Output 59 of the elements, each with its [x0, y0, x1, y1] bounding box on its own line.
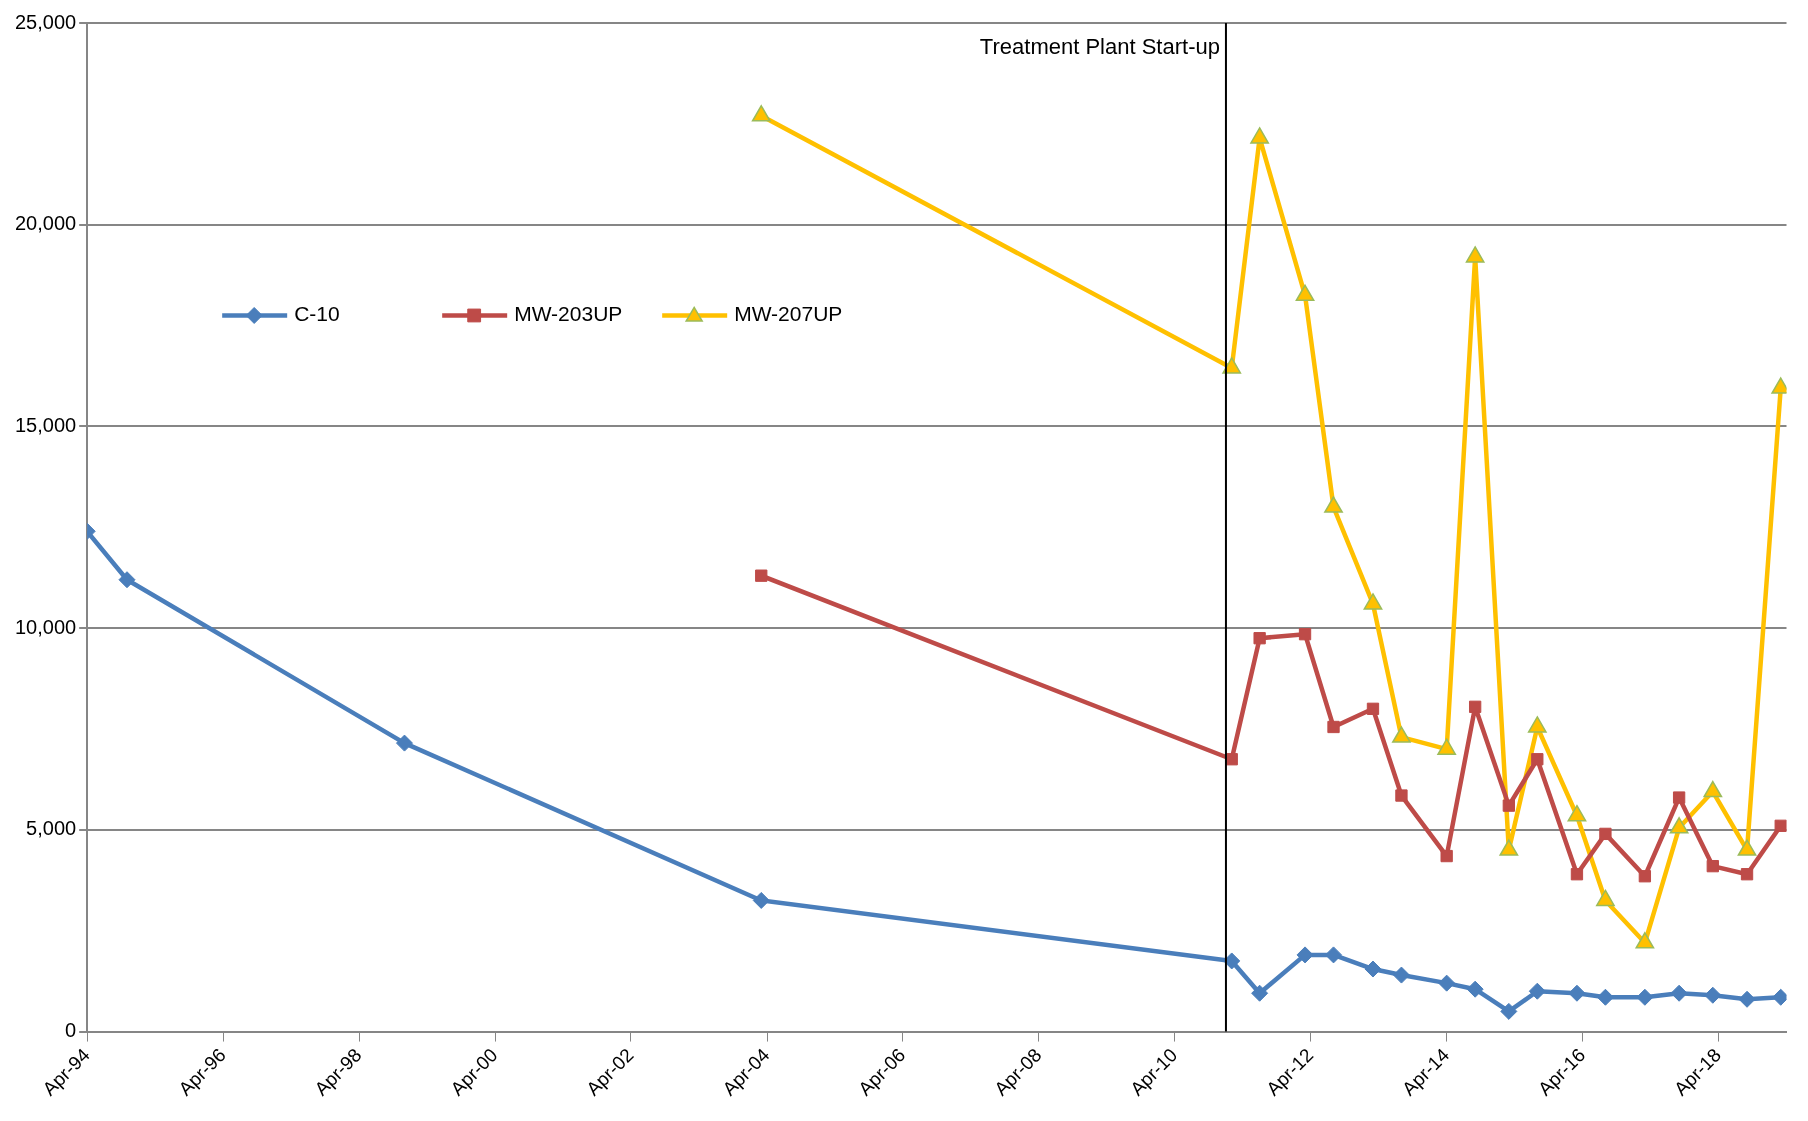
point — [395, 734, 413, 752]
point — [1638, 870, 1652, 883]
point — [1251, 984, 1269, 1002]
point — [1295, 284, 1315, 302]
y-tick-label: 0 — [65, 1019, 77, 1042]
point — [1465, 246, 1485, 263]
point — [1364, 960, 1382, 978]
y-tick-label: 5,000 — [26, 817, 77, 840]
point — [1327, 720, 1340, 734]
point — [1324, 496, 1343, 513]
point — [1670, 984, 1688, 1002]
point — [755, 569, 768, 582]
point — [1599, 827, 1612, 841]
y-tick-label: 20,000 — [15, 212, 77, 235]
point — [1738, 990, 1756, 1008]
legend-label: MW-203UP — [514, 302, 623, 326]
point — [1704, 986, 1722, 1004]
point — [1392, 726, 1411, 743]
point — [1636, 988, 1654, 1006]
point — [1225, 753, 1238, 766]
point — [1570, 868, 1584, 881]
point — [1253, 632, 1266, 645]
y-tick-label: 25,000 — [15, 10, 77, 33]
point — [1438, 974, 1456, 992]
point — [1502, 799, 1515, 812]
legend-label: C-10 — [294, 302, 340, 326]
point — [1596, 988, 1614, 1006]
point — [1363, 593, 1383, 610]
ref-line-label: Treatment Plant Start-up — [979, 34, 1220, 60]
point — [1296, 946, 1314, 964]
y-tick-label: 10,000 — [15, 615, 77, 638]
point — [1703, 780, 1723, 798]
point — [1466, 980, 1484, 998]
y-tick-label: 15,000 — [15, 413, 77, 436]
point — [1395, 789, 1408, 802]
point — [1250, 127, 1270, 144]
point — [1740, 868, 1754, 881]
point — [1468, 700, 1482, 713]
point — [1366, 702, 1380, 715]
point — [1568, 984, 1586, 1002]
point — [118, 571, 136, 589]
point — [1222, 357, 1242, 374]
legend-label: MW-207UP — [734, 302, 843, 326]
point — [1669, 817, 1689, 834]
point — [1298, 628, 1312, 641]
point — [1325, 946, 1343, 964]
point — [1528, 982, 1546, 1000]
point — [1531, 753, 1544, 766]
point — [1706, 859, 1719, 873]
point — [1440, 849, 1453, 863]
point — [1392, 966, 1410, 984]
point — [1672, 791, 1686, 804]
point — [1223, 952, 1241, 970]
point — [1774, 819, 1787, 832]
point — [1500, 1002, 1518, 1020]
point — [1527, 716, 1547, 733]
point — [751, 105, 771, 122]
point — [1437, 738, 1457, 755]
point — [752, 891, 770, 909]
